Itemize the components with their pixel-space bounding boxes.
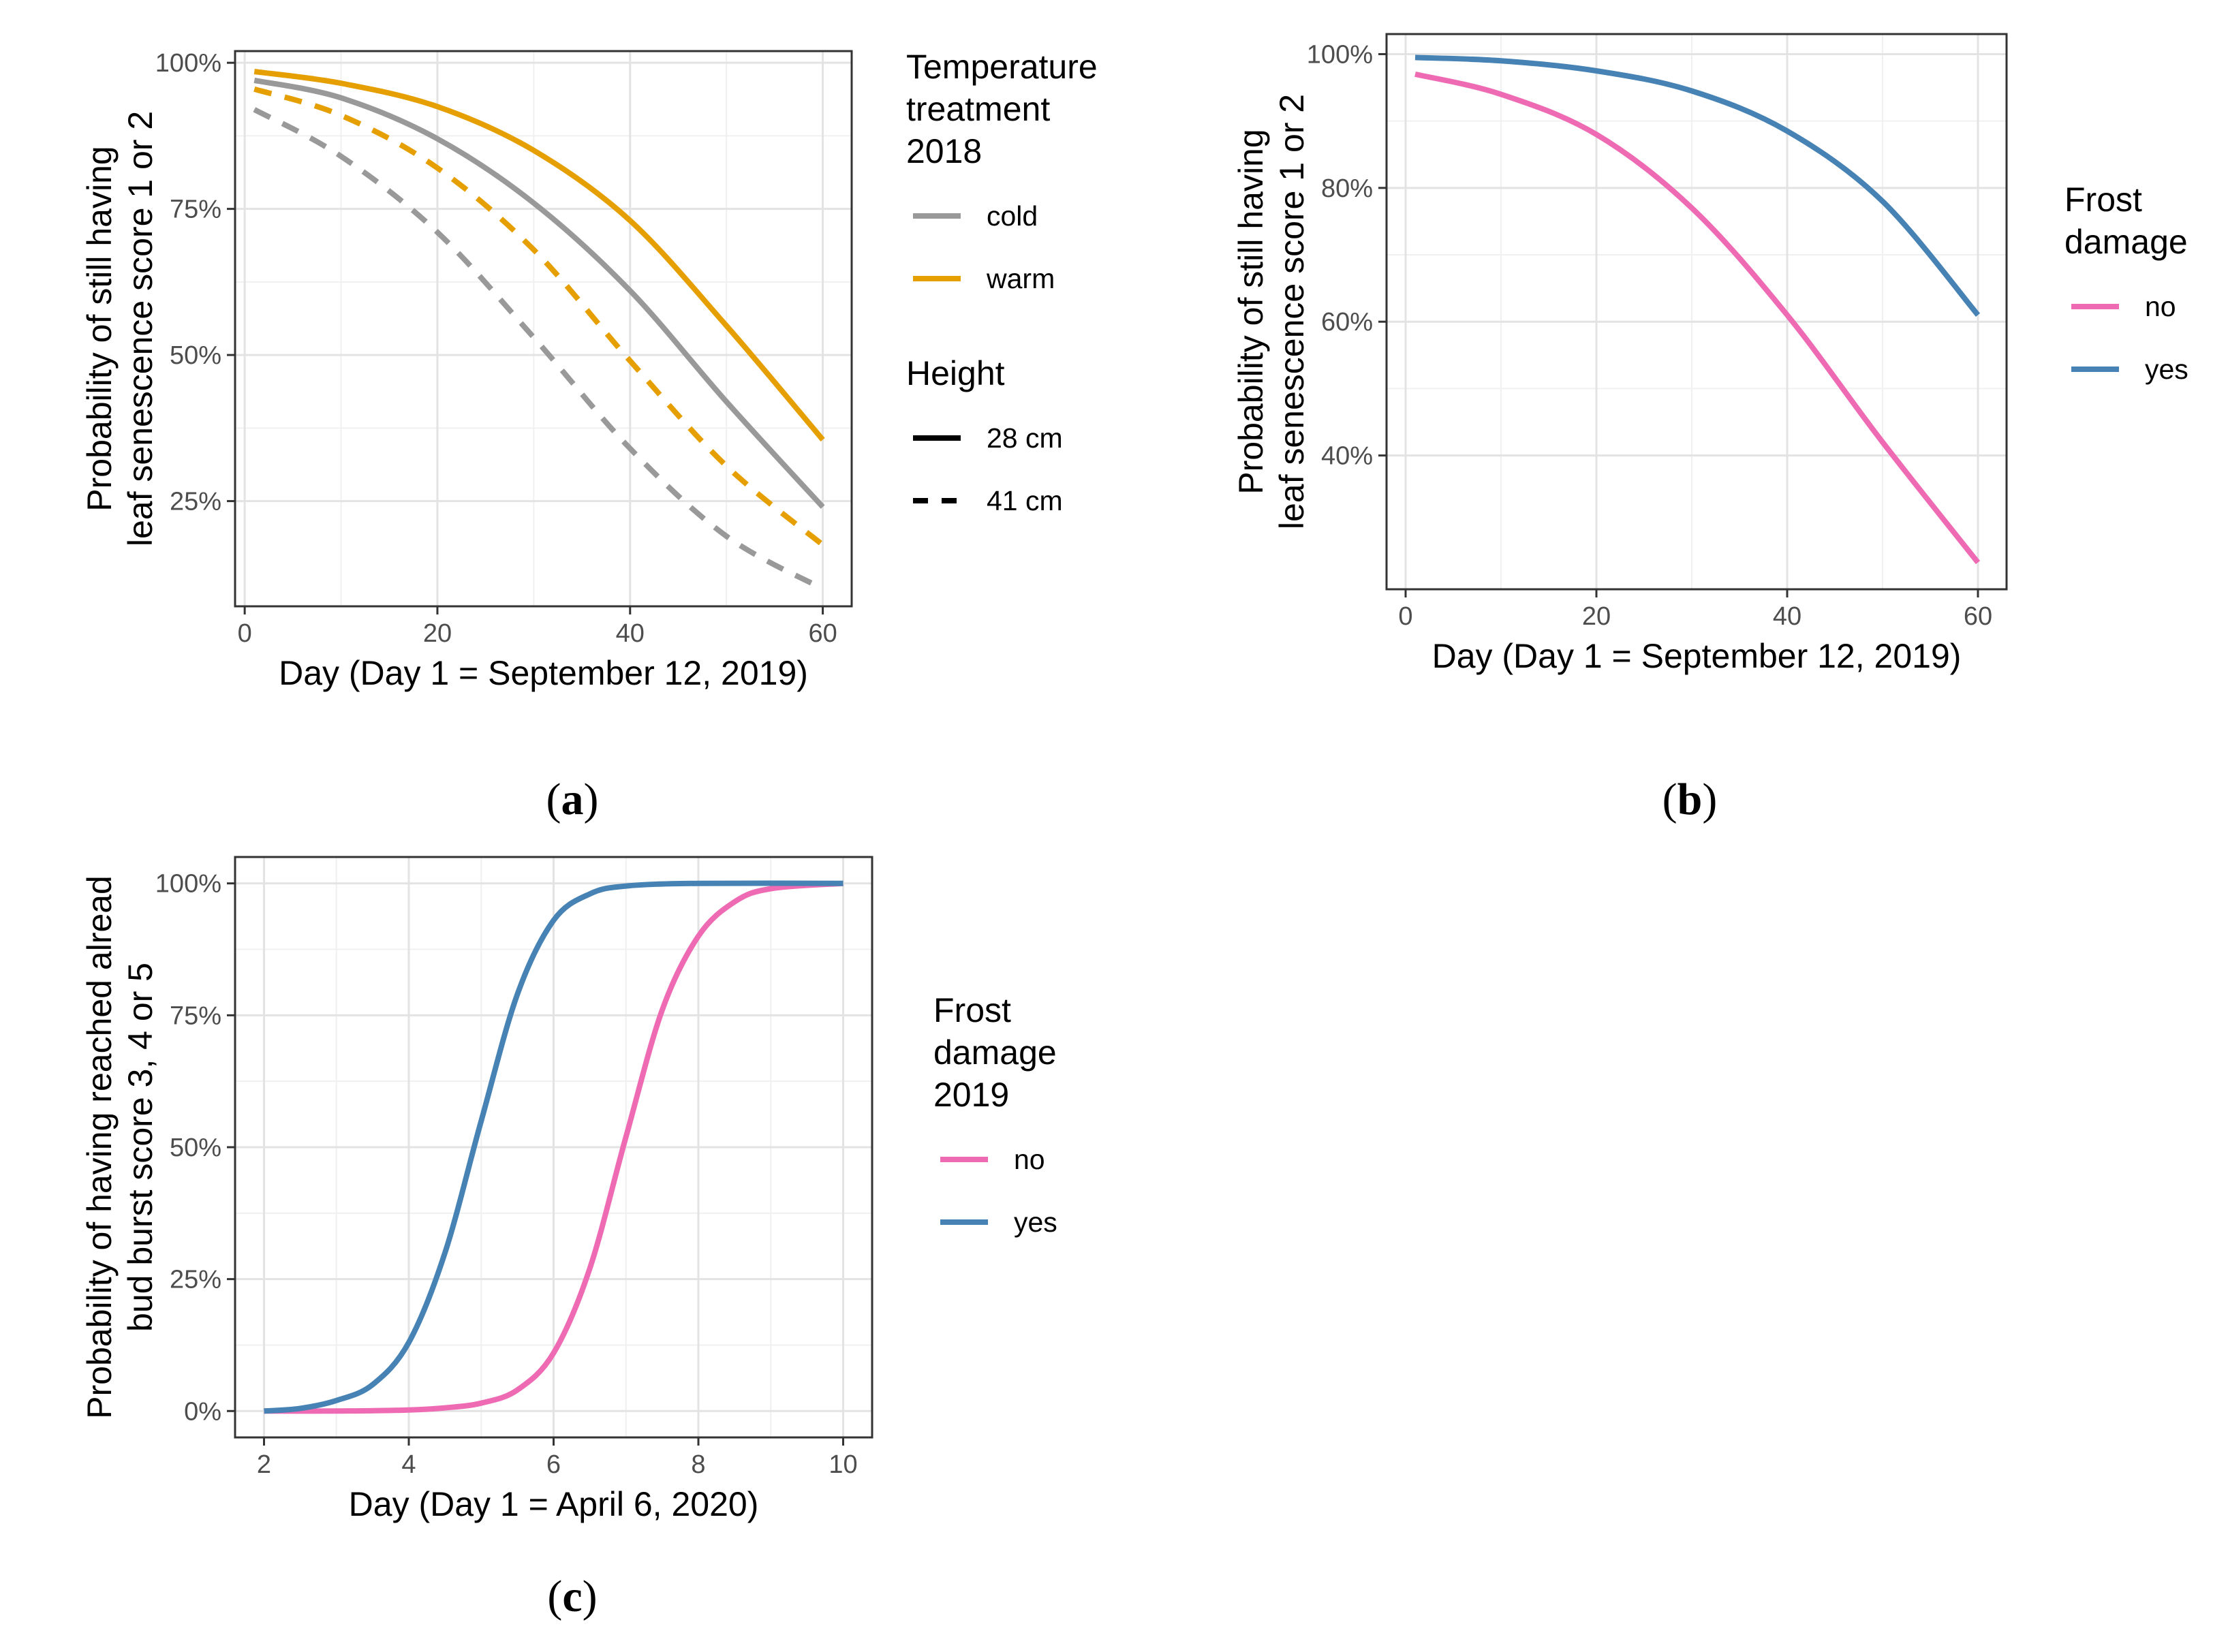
legend-title: Temperature xyxy=(906,48,1098,86)
x-tick-label: 0 xyxy=(238,619,252,648)
caption-letter: b xyxy=(1677,775,1703,824)
y-axis-title: Probability of having reached alread xyxy=(80,875,119,1419)
panel-caption: (c) xyxy=(547,1572,597,1621)
y-axis-title: bud burst score 3, 4 or 5 xyxy=(121,963,159,1332)
legend-label: yes xyxy=(2145,354,2188,385)
series-line xyxy=(264,880,844,1414)
caption-paren: ( xyxy=(547,1572,562,1621)
y-tick-label: 50% xyxy=(170,341,221,370)
caption-paren: ( xyxy=(1662,775,1677,824)
legend-title: treatment xyxy=(906,90,1050,128)
y-axis-title: Probability of still having xyxy=(1232,129,1270,494)
panel-caption: (b) xyxy=(1662,775,1718,824)
legend-title: Frost xyxy=(933,991,1011,1029)
x-tick-label: 4 xyxy=(401,1450,416,1479)
legend-label: no xyxy=(2145,291,2176,322)
x-tick-label: 60 xyxy=(1964,602,1992,631)
legend-label: 41 cm xyxy=(987,485,1063,516)
caption-letter: c xyxy=(562,1572,582,1621)
series-line xyxy=(253,86,825,547)
panel-caption: (a) xyxy=(546,775,599,824)
legend-label: 28 cm xyxy=(987,422,1063,454)
legend-label: no xyxy=(1014,1144,1045,1175)
legend-title: damage xyxy=(2064,223,2188,261)
y-tick-label: 40% xyxy=(1321,442,1373,471)
legend-title: Height xyxy=(906,354,1005,392)
legend: Frost damage no yes xyxy=(2064,181,2188,385)
legend-title: Frost xyxy=(2064,181,2142,219)
y-tick-label: 25% xyxy=(170,488,221,516)
y-tick-label: 50% xyxy=(170,1134,221,1162)
x-axis-title: Day (Day 1 = September 12, 2019) xyxy=(279,654,808,692)
y-tick-label: 0% xyxy=(184,1397,221,1426)
x-tick-label: 2 xyxy=(257,1450,271,1479)
series-line xyxy=(253,107,824,591)
plot-background xyxy=(1387,34,2007,589)
y-axis-title: Probability of still having xyxy=(80,146,119,511)
panel-a: 0 20 40 60 25% 50% 75% 100% Day (Day 1 = Septemb… xyxy=(80,48,1098,824)
panel-b: 0 20 40 60 40% 60% 80% 100% Day (Day 1 = Septemb… xyxy=(1232,33,2188,824)
y-tick-label: 80% xyxy=(1321,174,1373,203)
y-tick-label: 100% xyxy=(155,870,221,899)
y-tick-label: 75% xyxy=(170,196,221,224)
caption-paren: ( xyxy=(546,775,561,824)
series-line xyxy=(253,77,825,509)
y-axis-title: leaf senescence score 1 or 2 xyxy=(121,111,159,546)
x-tick-label: 20 xyxy=(423,619,452,648)
series-line xyxy=(253,69,825,442)
legend-title: 2019 xyxy=(933,1076,1009,1114)
y-tick-label: 100% xyxy=(155,49,221,78)
series-line xyxy=(1414,54,1981,317)
panel-c: 2 4 6 8 100%25%50%75%100%Day (Day 1 = April … xyxy=(80,856,1057,1621)
panel-border xyxy=(234,50,853,608)
panel-border xyxy=(1385,33,2008,591)
legend-title: 2018 xyxy=(906,132,982,170)
legend-title: damage xyxy=(933,1033,1057,1072)
plot-background xyxy=(235,51,852,606)
y-tick-label: 60% xyxy=(1321,308,1373,337)
y-tick-label: 75% xyxy=(170,1001,221,1030)
x-tick-label: 40 xyxy=(616,619,645,648)
x-tick-label: 60 xyxy=(808,619,837,648)
x-axis-title: Day (Day 1 = April 6, 2020) xyxy=(349,1485,759,1523)
x-tick-label: 20 xyxy=(1582,602,1611,631)
legend-label: cold xyxy=(987,200,1038,232)
x-tick-label: 0 xyxy=(1398,602,1412,631)
caption-letter: a xyxy=(561,775,584,824)
series-line xyxy=(1414,72,1981,565)
x-tick-label: 40 xyxy=(1773,602,1801,631)
caption-paren: ) xyxy=(583,1572,598,1621)
series-line xyxy=(264,880,844,1414)
caption-paren: ) xyxy=(1702,775,1717,824)
x-axis-title: Day (Day 1 = September 12, 2019) xyxy=(1432,637,1962,675)
x-tick-label: 6 xyxy=(546,1450,561,1479)
x-tick-label: 10 xyxy=(829,1450,857,1479)
y-axis-title: leaf senescence score 1 or 2 xyxy=(1273,94,1311,529)
x-tick-label: 8 xyxy=(691,1450,705,1479)
legend: Height 28 cm 41 cm xyxy=(906,354,1063,516)
y-tick-label: 100% xyxy=(1307,40,1373,69)
legend-label: warm xyxy=(986,263,1055,294)
legend-label: yes xyxy=(1014,1206,1057,1238)
y-tick-label: 25% xyxy=(170,1266,221,1294)
caption-paren: ) xyxy=(584,775,599,824)
